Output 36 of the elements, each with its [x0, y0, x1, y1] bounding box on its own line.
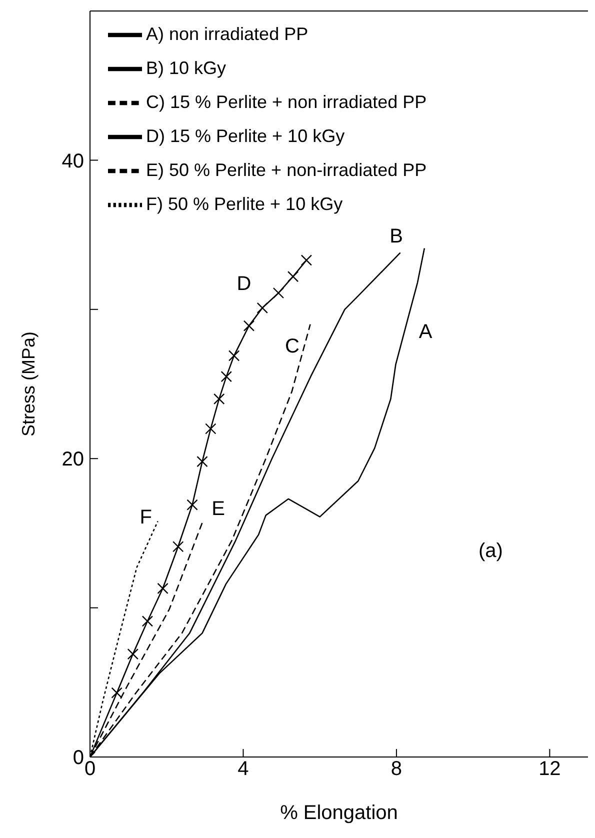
point: [111, 687, 122, 698]
x-tick-label: 12: [538, 758, 561, 780]
legend-label: C) 15 % Perlite + non irradiated PP: [146, 92, 427, 112]
x-tick-label: 8: [390, 758, 402, 780]
y-tick-label: 40: [62, 150, 84, 172]
legend-label: B) 10 kGy: [146, 58, 226, 78]
legend-label: D) 15 % Perlite + 10 kGy: [146, 126, 345, 146]
annotation: B: [390, 226, 403, 248]
point: [243, 320, 255, 332]
point: [256, 302, 268, 314]
point: [287, 270, 299, 282]
legend-label: A) non irradiated PP: [146, 24, 308, 44]
point: [228, 350, 240, 362]
annotation: D: [236, 272, 252, 295]
point: [213, 393, 225, 405]
point: [157, 582, 168, 594]
annotation: F: [140, 506, 152, 528]
x-tick-label: 4: [238, 758, 249, 780]
y-tick-label: 20: [62, 448, 84, 471]
point: [186, 499, 198, 510]
legend-label: F) 50 % Perlite + 10 kGy: [146, 194, 343, 214]
point: [142, 616, 154, 627]
annotation: A: [418, 320, 433, 343]
annotation: C: [285, 335, 300, 358]
annotation: (a): [478, 540, 503, 564]
point: [220, 370, 232, 382]
point: [272, 287, 284, 299]
x-axis-title: % Elongation: [280, 802, 398, 824]
point: [205, 423, 216, 434]
y-axis-title: Stress (MPa): [18, 331, 38, 437]
point: [196, 456, 208, 468]
point: [172, 541, 184, 552]
point: [300, 254, 312, 266]
point: [127, 648, 139, 660]
legend-label: E) 50 % Perlite + non-irradiated PP: [146, 160, 427, 180]
annotation: E: [212, 498, 225, 520]
